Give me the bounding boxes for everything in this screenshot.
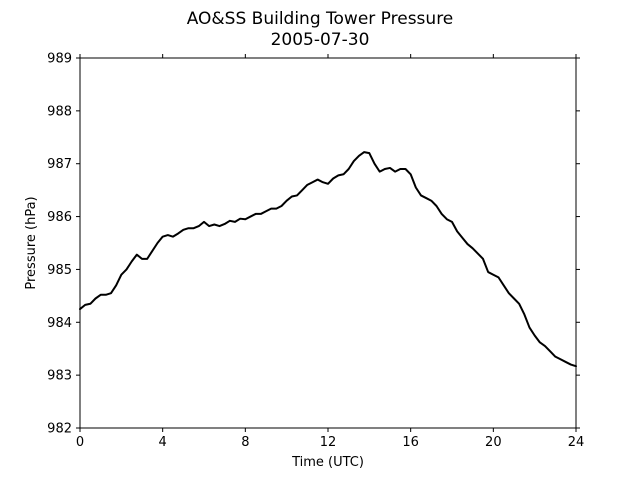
y-tick-label: 984 <box>47 316 72 331</box>
chart-title: AO&SS Building Tower Pressure <box>187 9 454 29</box>
y-tick-label: 983 <box>47 369 72 384</box>
y-tick-label: 986 <box>47 210 72 225</box>
y-tick-label: 989 <box>47 52 72 67</box>
y-tick-label: 982 <box>47 422 72 437</box>
x-tick-label: 8 <box>241 435 249 450</box>
x-tick-label: 4 <box>159 435 167 450</box>
x-tick-label: 24 <box>568 435 585 450</box>
y-tick-label: 987 <box>47 157 72 172</box>
x-tick-label: 12 <box>320 435 337 450</box>
y-tick-label: 985 <box>47 263 72 278</box>
y-tick-label: 988 <box>47 104 72 119</box>
chart-subtitle: 2005-07-30 <box>271 30 370 50</box>
x-tick-label: 0 <box>76 435 84 450</box>
plot-area-frame <box>79 57 577 429</box>
x-tick-label: 20 <box>485 435 502 450</box>
y-axis-ticks: 982 983 984 985 986 987 988 989 <box>47 52 580 437</box>
y-axis-label: Pressure (hPa) <box>24 196 39 289</box>
x-axis-ticks: 0 4 8 12 16 20 24 <box>76 54 584 450</box>
x-axis-label: Time (UTC) <box>291 455 364 470</box>
x-tick-label: 16 <box>402 435 419 450</box>
pressure-series-line <box>79 151 577 368</box>
